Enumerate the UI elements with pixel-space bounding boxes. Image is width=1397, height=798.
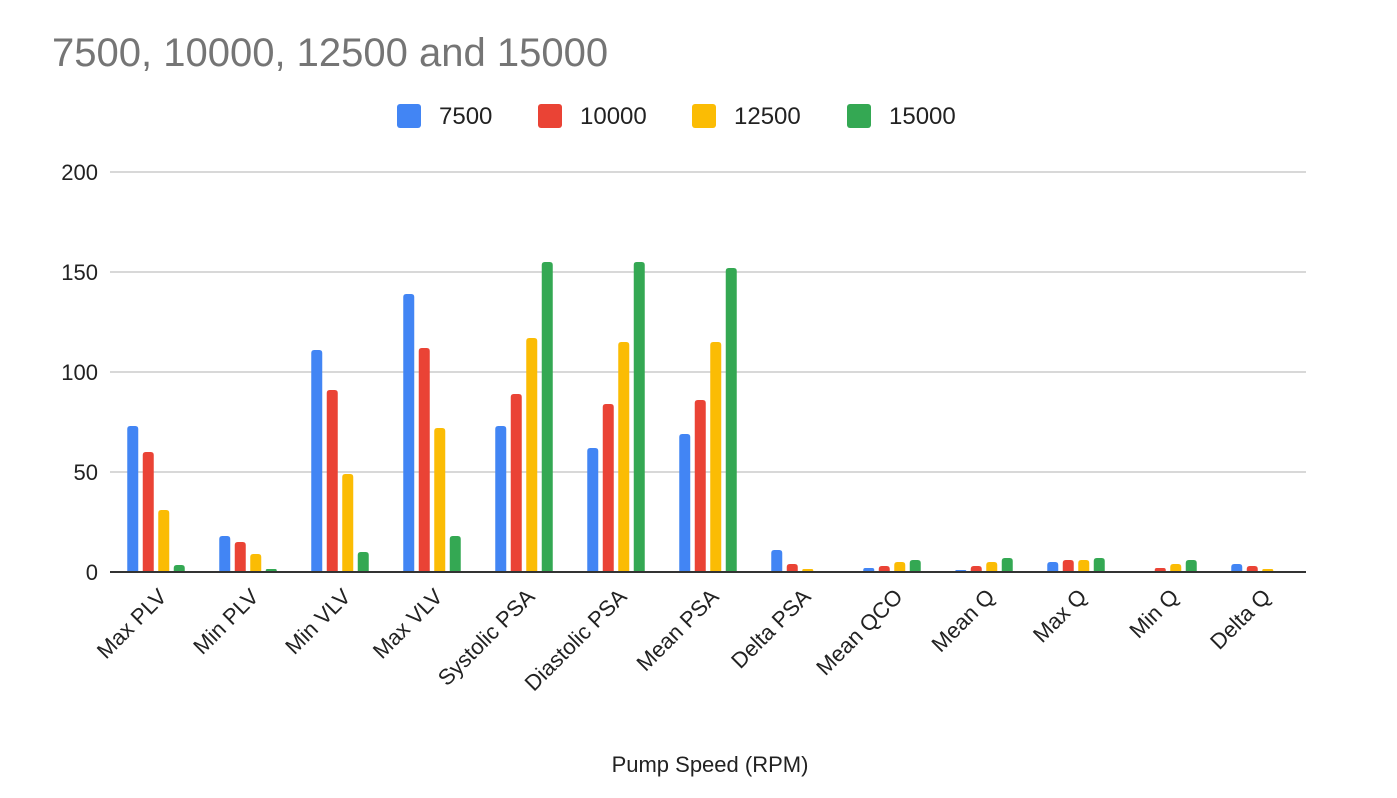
x-tick-label: Mean Q [927,584,1000,657]
legend: 7500 10000 12500 15000 [397,103,956,130]
y-tick-label: 0 [86,560,98,585]
bar-10000-12 [1246,566,1258,572]
bar-7500-6 [679,434,691,572]
bar-10000-1 [234,542,246,572]
bar-12500-9 [986,562,998,572]
legend-label-10000: 10000 [580,103,647,130]
bar-10000-10 [1062,560,1074,572]
bar-7500-2 [311,350,323,572]
bar-12500-1 [250,554,262,572]
y-tick-label: 200 [61,160,98,185]
bar-10000-0 [142,452,154,572]
bar-10000-5 [602,404,614,572]
bar-12500-3 [434,428,446,572]
x-tick-label: Mean QCO [811,584,907,680]
bar-12500-2 [342,474,354,572]
y-tick-label: 50 [74,460,98,485]
legend-swatch-15000 [847,104,871,128]
bar-12500-6 [710,342,722,572]
x-tick-label: Min Q [1124,584,1183,643]
legend-swatch-10000 [538,104,562,128]
x-axis-label: Pump Speed (RPM) [612,752,809,777]
bar-7500-10 [1047,562,1059,572]
bar-15000-4 [541,262,553,572]
bar-15000-10 [1093,558,1105,572]
x-tick-label: Max VLV [368,584,448,664]
x-tick-label: Delta Q [1205,584,1275,654]
x-tick-label: Max Q [1028,584,1091,647]
x-tick-label: Min PLV [188,584,264,660]
bar-15000-3 [449,536,461,572]
legend-label-15000: 15000 [889,103,956,130]
chart-title: 7500, 10000, 12500 and 15000 [52,31,608,75]
bar-10000-9 [970,566,982,572]
bar-10000-2 [326,390,338,572]
bar-12500-0 [158,510,170,572]
bar-10000-4 [510,394,522,572]
bar-15000-8 [909,560,921,572]
bar-7500-1 [219,536,231,572]
legend-label-12500: 12500 [734,103,801,130]
x-tick-label: Mean PSA [631,584,723,676]
bar-10000-7 [786,564,798,572]
legend-label-7500: 7500 [439,103,492,130]
legend-swatch-12500 [692,104,716,128]
x-tick-label: Delta PSA [726,584,816,674]
bar-15000-0 [173,565,185,572]
bar-7500-4 [495,426,507,572]
y-tick-label: 100 [61,360,98,385]
bar-7500-7 [771,550,783,572]
x-tick-label: Min VLV [280,584,356,660]
bar-15000-2 [357,552,369,572]
bar-7500-12 [1231,564,1243,572]
legend-swatch-7500 [397,104,421,128]
bar-10000-8 [878,566,890,572]
bar-15000-6 [725,268,737,572]
bar-7500-0 [127,426,139,572]
bars [127,262,1274,572]
bar-15000-11 [1185,560,1197,572]
bar-12500-8 [894,562,906,572]
bar-7500-3 [403,294,415,572]
bar-15000-5 [633,262,645,572]
bar-10000-6 [694,400,706,572]
y-tick-label: 150 [61,260,98,285]
bar-7500-5 [587,448,599,572]
bar-12500-5 [618,342,630,572]
bar-12500-4 [526,338,538,572]
y-axis-ticks: 0 50 100 150 200 [61,160,98,585]
bar-10000-3 [418,348,430,572]
x-tick-label: Max PLV [92,584,172,664]
bar-15000-9 [1001,558,1013,572]
bar-12500-11 [1170,564,1182,572]
gridlines [110,171,1306,473]
bar-12500-10 [1078,560,1090,572]
